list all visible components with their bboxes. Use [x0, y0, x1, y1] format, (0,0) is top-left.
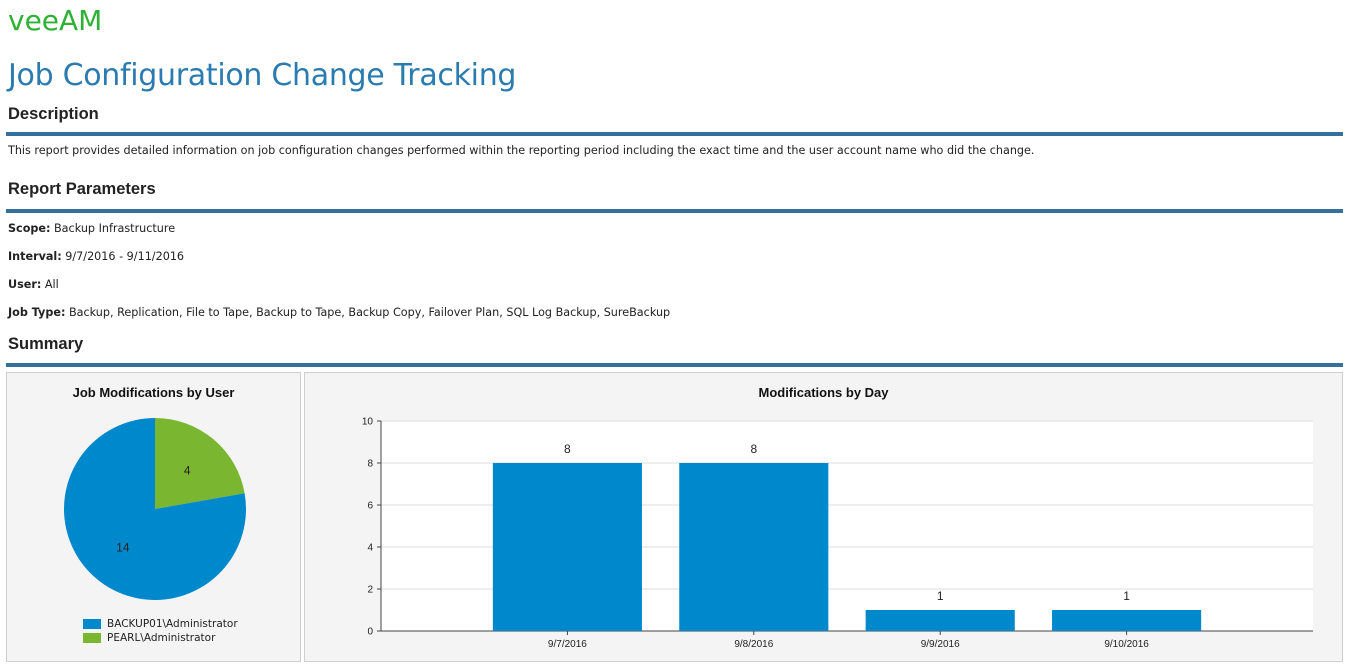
param-interval-label: Interval: — [8, 250, 62, 263]
pie-label-pearl: 4 — [184, 464, 191, 478]
param-scope-value: Backup Infrastructure — [50, 222, 176, 235]
bar-9/8/2016 — [679, 463, 829, 631]
param-job-type-value: Backup, Replication, File to Tape, Backu… — [65, 306, 671, 319]
param-user: User: All — [8, 278, 59, 291]
pie-chart-title: Job Modifications by User — [72, 385, 235, 400]
pie-chart: 4 14 — [64, 418, 246, 600]
bar-value-label: 1 — [1123, 589, 1130, 603]
pie-label-backup01: 14 — [116, 540, 130, 554]
veeam-logo: veeAM — [8, 6, 102, 36]
logo-text: veeAM — [8, 4, 103, 37]
param-scope-label: Scope: — [8, 222, 51, 235]
legend-swatch-blue — [83, 619, 101, 629]
bar-value-label: 8 — [750, 442, 757, 456]
x-tick-label: 9/7/2016 — [548, 639, 587, 650]
bar-chart: 0 2 4 6 8 10 8 9/7/2016 8 9/8/2016 1 9/9/2016 1 9/10/… — [362, 417, 1313, 650]
description-heading: Description — [8, 105, 99, 123]
x-tick-label: 9/8/2016 — [734, 639, 773, 650]
pie-slice-pearl — [155, 418, 245, 509]
legend-label-pearl: PEARL\Administrator — [107, 632, 216, 644]
y-tick-label: 6 — [367, 501, 373, 512]
bar-9/7/2016 — [492, 463, 642, 631]
param-interval: Interval: 9/7/2016 - 9/11/2016 — [8, 250, 184, 263]
bar-value-label: 8 — [564, 442, 571, 456]
param-scope: Scope: Backup Infrastructure — [8, 222, 175, 235]
param-interval-value: 9/7/2016 - 9/11/2016 — [61, 250, 185, 263]
description-rule — [6, 132, 1343, 136]
legend-label-backup01: BACKUP01\Administrator — [107, 618, 238, 630]
param-user-value: All — [41, 278, 59, 291]
page-title: Job Configuration Change Tracking — [8, 58, 517, 93]
description-text: This report provides detailed informatio… — [8, 144, 1035, 157]
summary-heading: Summary — [8, 335, 84, 353]
legend-item-backup01: BACKUP01\Administrator — [83, 618, 238, 630]
y-tick-label: 8 — [367, 459, 373, 470]
bar-chart-panel: Modifications by Day 0 2 4 6 8 10 8 9/7/2016 8 9/… — [304, 372, 1343, 662]
y-tick-label: 2 — [367, 585, 373, 596]
bar-value-label: 1 — [937, 589, 944, 603]
pie-chart-panel: Job Modifications by User 4 14 BACKUP01\A… — [6, 372, 301, 662]
param-user-label: User: — [8, 278, 42, 291]
parameters-heading: Report Parameters — [8, 180, 156, 198]
bar-9/9/2016 — [865, 610, 1015, 631]
x-tick-label: 9/9/2016 — [921, 639, 960, 650]
param-job-type: Job Type: Backup, Replication, File to T… — [8, 306, 670, 319]
bar-9/10/2016 — [1052, 610, 1202, 631]
y-tick-label: 0 — [367, 627, 373, 638]
pie-slice-backup01 — [64, 418, 246, 600]
y-tick-label: 10 — [362, 417, 374, 428]
x-tick-label: 9/10/2016 — [1104, 639, 1149, 650]
summary-rule — [6, 363, 1343, 367]
parameters-rule — [6, 209, 1343, 213]
legend-swatch-green — [83, 633, 101, 643]
legend-item-pearl: PEARL\Administrator — [83, 632, 215, 644]
bar-chart-title: Modifications by Day — [758, 385, 889, 400]
y-tick-label: 4 — [367, 543, 373, 554]
param-job-type-label: Job Type: — [8, 306, 66, 319]
